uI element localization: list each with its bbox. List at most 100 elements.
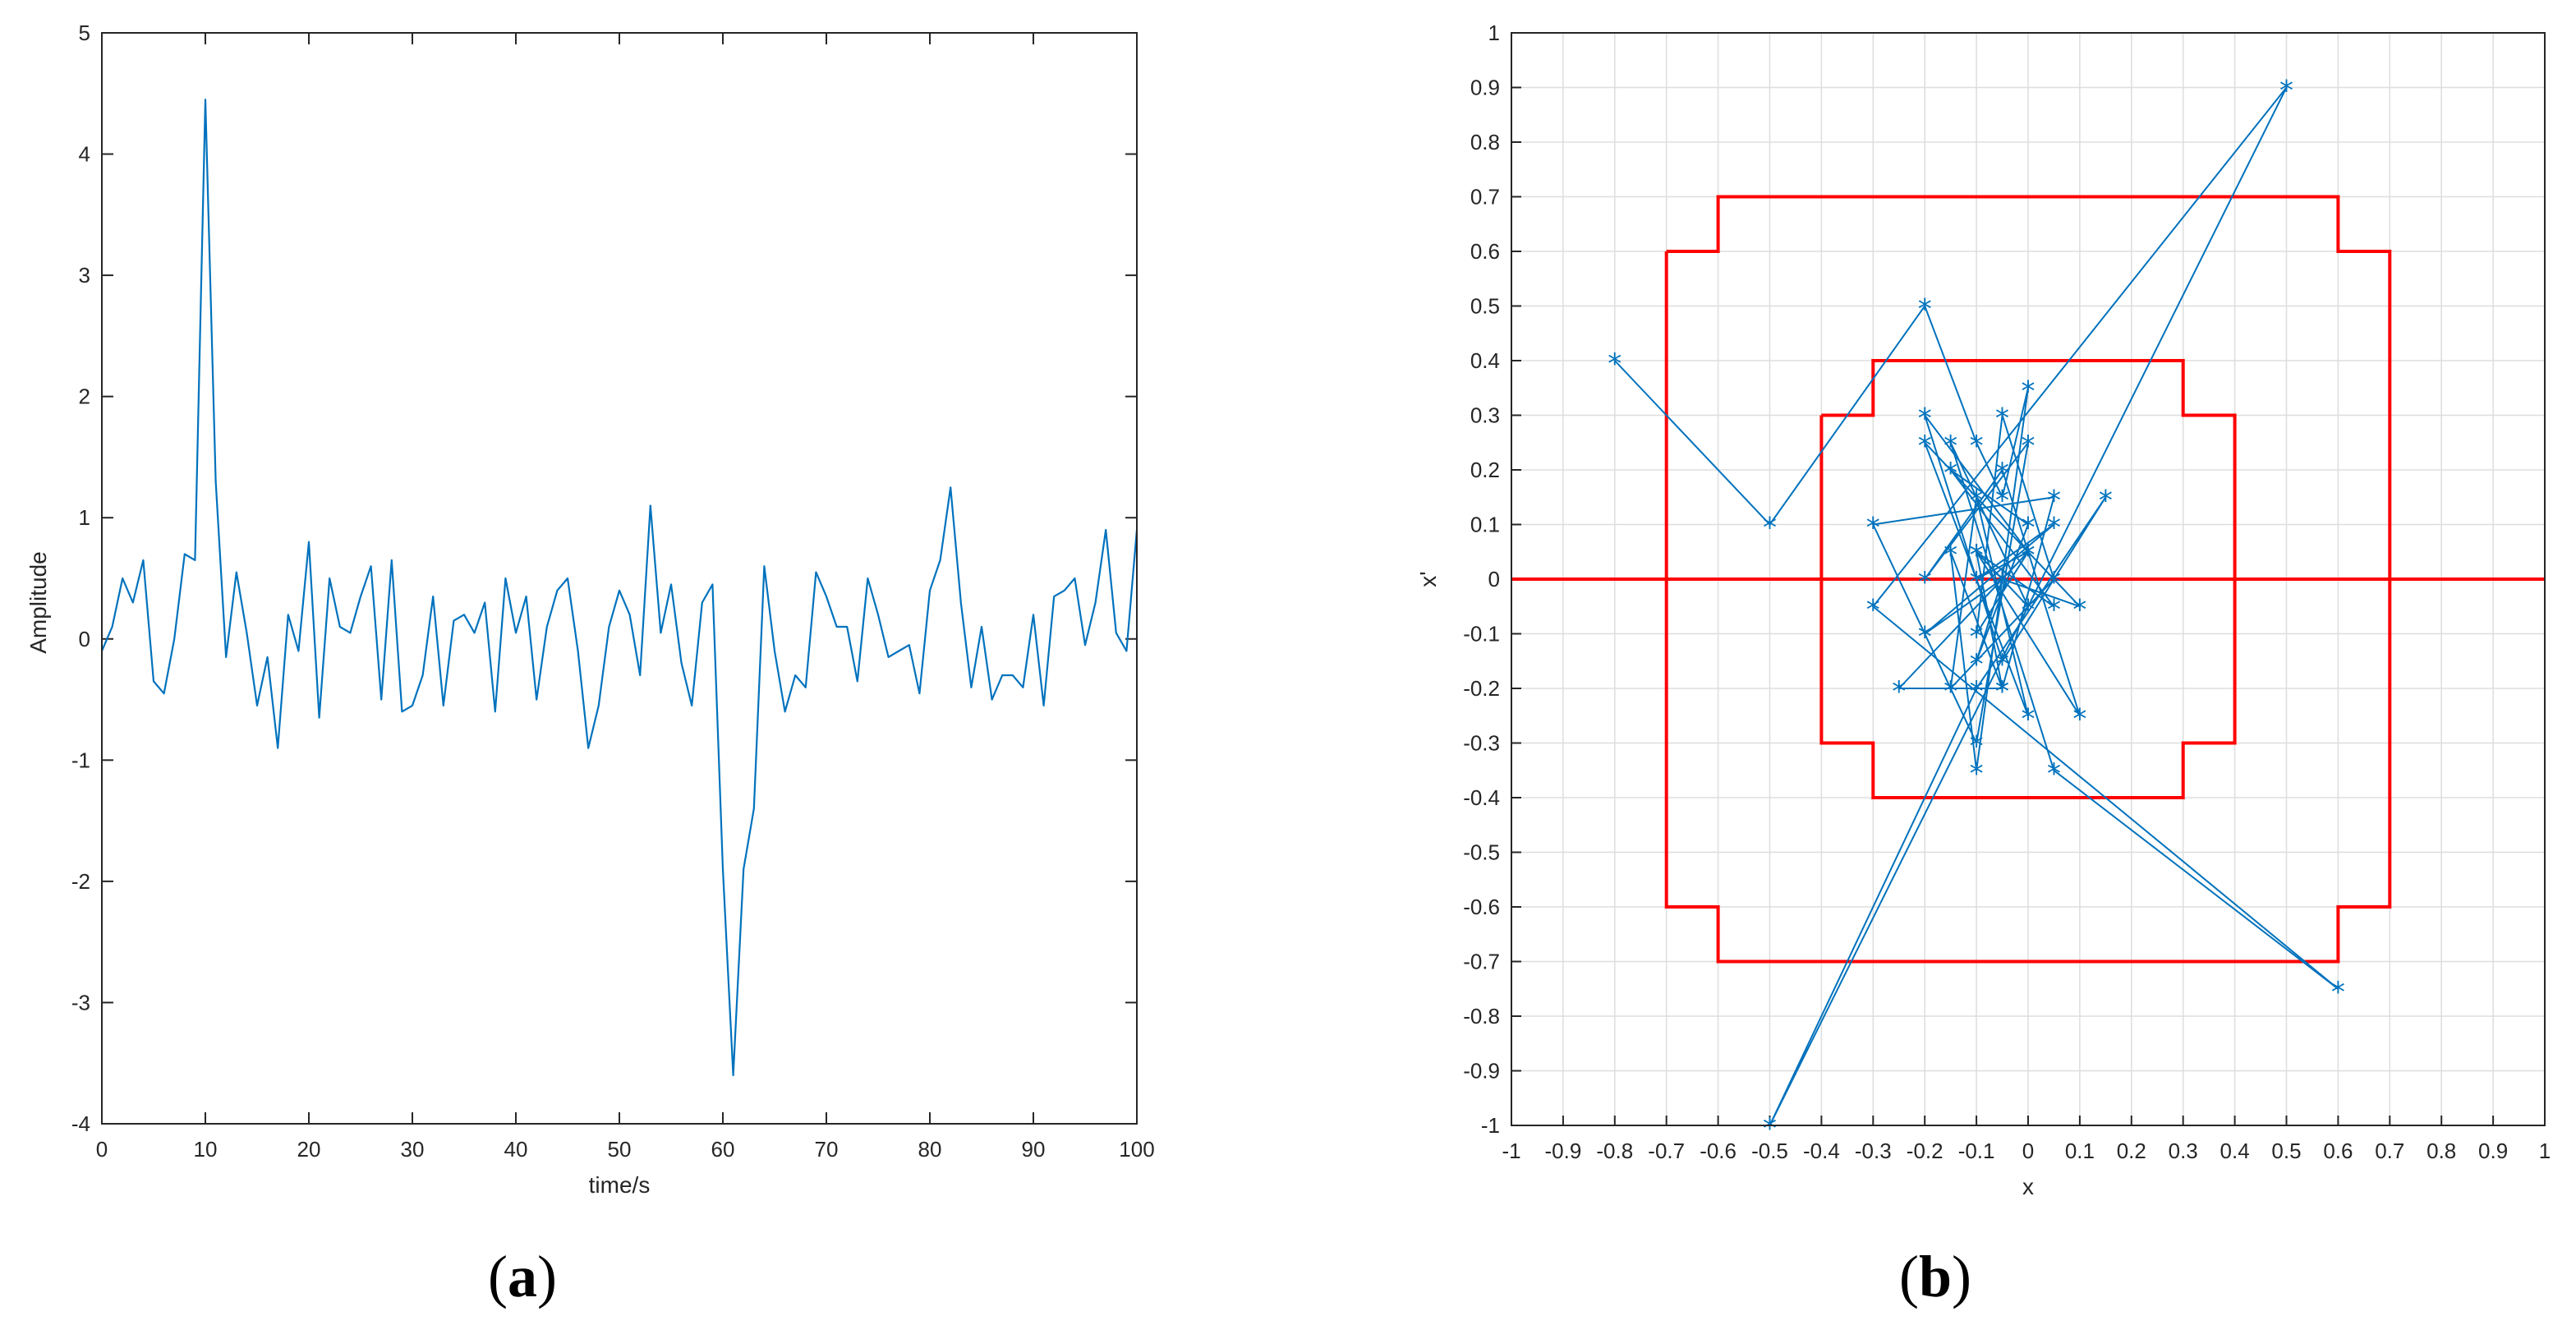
chart-b-y-tick-label: -0.2 <box>1463 676 1500 701</box>
chart-b-trajectory-marker: * <box>1995 566 2009 599</box>
chart-b-trajectory-marker: * <box>1995 675 2009 708</box>
chart-a-x-tick-label: 30 <box>401 1137 425 1162</box>
chart-b-x-tick-label: -0.1 <box>1958 1139 1995 1163</box>
chart-b-trajectory-marker: * <box>1970 675 1984 708</box>
chart-b-trajectory-marker: * <box>2331 976 2345 1009</box>
chart-b-trajectory-marker: * <box>1970 757 1984 790</box>
chart-b-y-tick-label: -0.7 <box>1463 950 1500 974</box>
chart-b-trajectory-marker: * <box>1970 730 1984 763</box>
chart-a-x-axis-label: time/s <box>589 1172 651 1198</box>
chart-a-y-tick-label: -1 <box>71 748 90 772</box>
chart-b-trajectory-marker: * <box>2022 539 2036 572</box>
chart-b-trajectory-marker: * <box>2047 757 2061 790</box>
chart-b-boundaries <box>1511 195 2545 964</box>
panel-label-a: (a) <box>488 1244 557 1309</box>
chart-b-inner-boundary <box>1819 359 2237 799</box>
chart-b-x-tick-label: -0.2 <box>1907 1139 1944 1163</box>
chart-b-trajectory-marker: * <box>1995 648 2009 681</box>
chart-b-y-axis-label: x' <box>1415 571 1441 587</box>
panel-label-b-close: ) <box>1952 1244 1971 1309</box>
chart-b-trajectory-marker: * <box>2022 593 2036 626</box>
chart-b-x-tick-label: -0.5 <box>1751 1139 1788 1163</box>
chart-b-y-tick-label: 1 <box>1488 21 1500 45</box>
chart-b-y-tick-label: 0.3 <box>1470 403 1500 428</box>
chart-b-y-tick-label: -1 <box>1481 1113 1500 1138</box>
chart-a-series <box>100 99 1138 1077</box>
chart-b-y-tick-label: 0.5 <box>1470 294 1500 319</box>
chart-b-trajectory-marker: * <box>1918 566 1932 599</box>
chart-b-y-tick-label: -0.1 <box>1463 622 1500 646</box>
chart-b-trajectory-marker: * <box>1866 593 1880 626</box>
chart-b-x-tick-label: -0.4 <box>1803 1139 1840 1163</box>
chart-b-trajectory-marker: * <box>1866 512 1880 545</box>
chart-b-y-tick-label: 0.6 <box>1470 239 1500 264</box>
chart-b-y-tick-label: 0.8 <box>1470 130 1500 154</box>
chart-b-trajectory-marker: * <box>2279 75 2293 108</box>
chart-b-trajectory-marker: * <box>2047 512 2061 545</box>
chart-b-y-tick-label: 0.4 <box>1470 348 1500 373</box>
chart-b-x-tick-label: 0.5 <box>2271 1139 2301 1163</box>
panel-label-b-letter: b <box>1919 1244 1952 1309</box>
chart-a-x-tick-label: 90 <box>1022 1137 1046 1162</box>
panel-label-a-open: ( <box>488 1244 508 1309</box>
chart-a-y-tick-label: 2 <box>79 384 90 409</box>
chart-b-y-tick-label: -0.9 <box>1463 1059 1500 1084</box>
chart-a-x-tick-label: 0 <box>96 1137 108 1162</box>
chart-b-phase-plane: -1 -0.9 -0.8 -0.7 -0.6 -0.5 -0.4 -0.3 -0.2 -0.1 0 0… <box>1415 21 2551 1199</box>
chart-b-trajectory-marker: * <box>1918 293 1932 326</box>
chart-b-trajectory-line <box>1614 86 2339 1126</box>
chart-b-x-tick-label: -1 <box>1502 1139 1520 1163</box>
chart-b-trajectory-marker: * <box>1944 430 1957 462</box>
chart-b-trajectory-marker: * <box>1970 566 1984 599</box>
chart-b-trajectory-marker: * <box>1944 457 1957 490</box>
chart-b-y-tick-label: -0.8 <box>1463 1004 1500 1028</box>
chart-b-trajectory-marker: * <box>1970 621 1984 654</box>
chart-a-y-tick-label: 0 <box>79 627 90 651</box>
chart-b-trajectory-marker: * <box>1970 648 1984 681</box>
chart-a-x-tick-label: 60 <box>711 1137 735 1162</box>
chart-a-x-tick-label: 10 <box>194 1137 218 1162</box>
chart-b-trajectory-marker: * <box>1918 430 1932 462</box>
chart-b-ticks: -1 -0.9 -0.8 -0.7 -0.6 -0.5 -0.4 -0.3 -0.2 -0.1 0 0… <box>1463 21 2551 1163</box>
chart-a-series-line <box>100 99 1138 1077</box>
chart-b-series: ****************************************… <box>1608 75 2345 1146</box>
chart-b-trajectory-marker: * <box>2022 375 2036 407</box>
chart-b-trajectory-marker: * <box>1608 347 1622 380</box>
chart-b-x-tick-label: 0.2 <box>2117 1139 2146 1163</box>
chart-b-y-tick-label: -0.4 <box>1463 785 1500 810</box>
chart-b-x-tick-label: 0.6 <box>2323 1139 2353 1163</box>
chart-a-x-tick-label: 20 <box>297 1137 321 1162</box>
chart-b-trajectory-marker: * <box>1995 403 2009 435</box>
chart-b-plot-frame <box>1511 32 2546 1126</box>
chart-b-y-tick-label: -0.5 <box>1463 840 1500 865</box>
chart-b-trajectory-marker: * <box>1918 621 1932 654</box>
chart-b-x-tick-label: -0.8 <box>1596 1139 1633 1163</box>
chart-b-trajectory-marker: * <box>1995 457 2009 490</box>
chart-b-trajectory-marker: * <box>2047 566 2061 599</box>
chart-b-y-tick-label: 0.1 <box>1470 513 1500 537</box>
chart-b-trajectory-marker: * <box>2022 430 2036 462</box>
chart-b-trajectory-marker: * <box>2099 484 2113 517</box>
chart-b-trajectory-marker: * <box>1995 675 2009 708</box>
chart-b-y-tick-label: -0.6 <box>1463 895 1500 919</box>
chart-a-y-tick-label: 5 <box>79 21 90 45</box>
chart-b-y-tick-label: 0.2 <box>1470 458 1500 482</box>
chart-b-trajectory-marker: * <box>2022 539 2036 572</box>
chart-b-trajectory-marker: * <box>1995 484 2009 517</box>
panel-label-a-letter: a <box>508 1244 537 1309</box>
chart-b-x-tick-label: 0.7 <box>2375 1139 2404 1163</box>
chart-b-trajectory-marker: * <box>1970 484 1984 517</box>
chart-b-trajectory-marker: * <box>1944 539 1957 572</box>
chart-b-x-axis-label: x <box>2022 1174 2034 1199</box>
chart-b-trajectory-marker: * <box>2047 484 2061 517</box>
chart-b-trajectory-marker: * <box>1970 430 1984 462</box>
panel-label-b-open: ( <box>1899 1244 1919 1309</box>
chart-a-y-tick-label: 3 <box>79 263 90 288</box>
chart-b-x-tick-label: -0.9 <box>1544 1139 1581 1163</box>
chart-b-y-tick-label: 0.9 <box>1470 76 1500 100</box>
chart-a-ticks: 0 10 20 30 40 50 60 70 80 90 100 -4 -3 -2 -1 0 1 2 3 4 5 <box>71 21 1155 1162</box>
panel-label-a-close: ) <box>537 1244 557 1309</box>
chart-b-x-tick-label: -0.6 <box>1700 1139 1736 1163</box>
chart-a-y-tick-label: 4 <box>79 142 90 167</box>
